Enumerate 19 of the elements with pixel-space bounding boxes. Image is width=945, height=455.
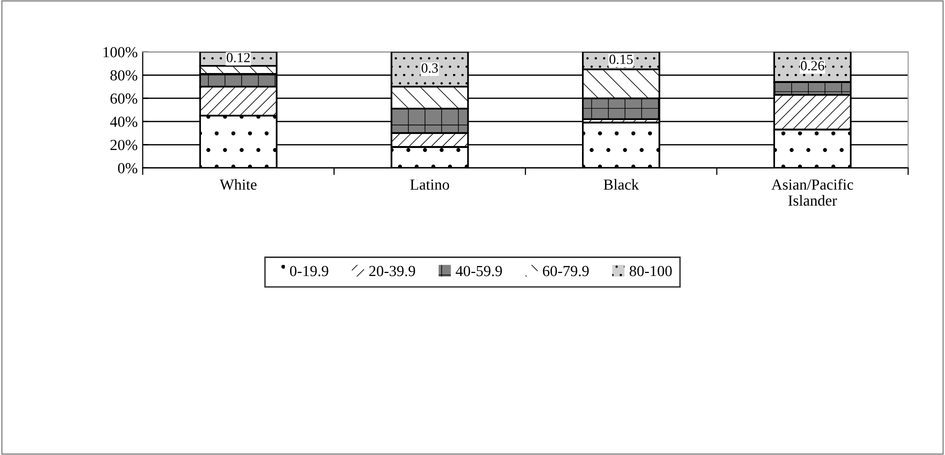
y-tick-label: 40% (110, 116, 138, 127)
legend-label: 20-39.9 (369, 266, 416, 276)
legend-label: 80-100 (630, 266, 672, 276)
data-label: 0.12 (226, 52, 250, 62)
legend-label: 0-19.9 (290, 266, 328, 276)
y-tick-label: 60% (110, 93, 138, 104)
y-tick-label: 80% (110, 70, 138, 81)
x-tick-label: Asian/Pacific Islander (771, 178, 854, 206)
y-tick-label: 20% (110, 140, 138, 150)
y-tick-label: 100% (104, 47, 138, 58)
x-tick-label: Latino (410, 179, 450, 190)
legend-label: 60-79.9 (542, 266, 589, 276)
legend-label: 40-59.9 (456, 266, 502, 276)
y-tick-label: 0% (118, 163, 138, 174)
data-label: 0.3 (422, 63, 438, 73)
data-label: 0.26 (800, 61, 824, 70)
x-tick-label: Black (604, 179, 639, 190)
x-tick-label: White (220, 179, 257, 190)
data-label: 0.15 (609, 54, 633, 64)
